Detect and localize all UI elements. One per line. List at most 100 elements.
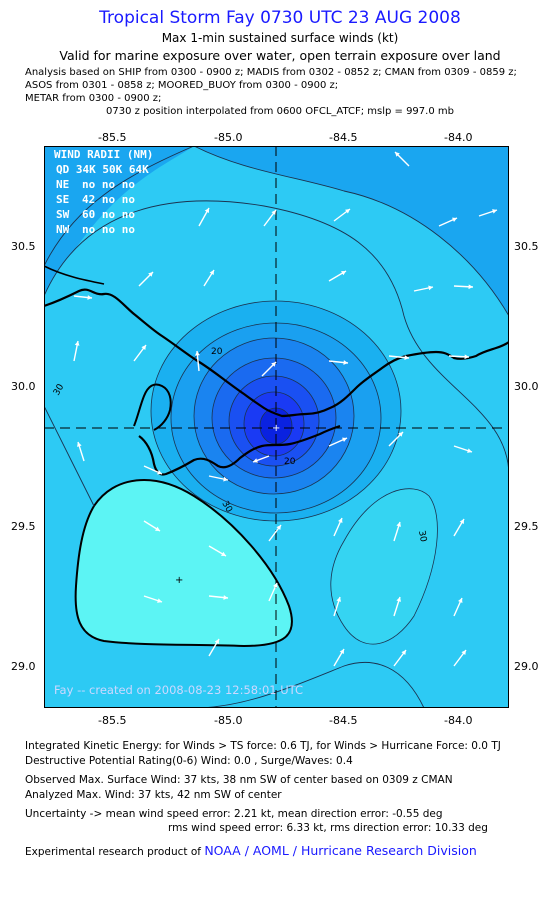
map-title: Tropical Storm Fay 0730 UTC 23 AUG 2008 [99,8,461,28]
calm-wind-region [74,479,293,648]
contour-nw [44,146,195,267]
wind-radii-columns: QD 34K 50K 64K [56,163,149,176]
calm-center-marker: + [175,575,183,586]
wind-radii-table: WIND RADII (NM) QD 34K 50K 64K NE no no … [54,148,153,236]
wind-vector-arrowhead [342,437,347,442]
lon-tick-top-2: -85.0 [214,131,243,144]
product-credit: Experimental research product of NOAA / … [25,843,477,858]
wind-vector-arrowhead [461,650,466,655]
wind-vector-arrowhead [204,208,209,213]
wind-vector-arrowhead [77,442,82,447]
validity-note: Valid for marine exposure over water, op… [59,48,501,63]
wind-radii-row-values: no no no [82,223,135,236]
wind-vector-arrowhead [428,285,433,291]
wind-vector-arrowhead [214,639,219,644]
wind-vector-arrowhead [336,597,341,602]
wind-vector-arrowhead [459,519,464,524]
position-note: 0730 z position interpolated from 0600 O… [106,106,454,117]
dpr-line: Destructive Potential Rating(0-6) Wind: … [25,755,353,767]
se-wind-region [330,488,438,645]
wind-vector-arrowhead [271,362,276,367]
lon-tick-top-4: -84.0 [444,131,473,144]
lat-tick-left-3: 29.5 [11,520,36,533]
wind-vector-arrowhead [339,649,344,654]
wind-vector-arrowhead [273,583,278,588]
lon-tick-bottom-3: -84.5 [329,714,358,727]
wind-vector-layer [73,151,498,667]
wind-vector-arrowhead [464,354,469,360]
analysis-line-1: Analysis based on SHIP from 0300 - 0900 … [25,67,517,78]
wind-vector-arrowhead [209,270,214,275]
analysis-line-2: ASOS from 0301 - 0858 z; MOORED_BUOY fro… [25,80,339,91]
wind-vector-arrowhead [155,526,160,531]
lat-tick-right-3: 29.5 [514,520,539,533]
lon-tick-bottom-1: -85.5 [98,714,127,727]
lat-tick-left-4: 29.0 [11,660,36,673]
wind-vector-arrowhead [141,345,146,350]
wind-vector-arrowhead [458,598,463,603]
lat-tick-right-4: 29.0 [514,660,539,673]
map-credit: Fay -- created on 2008-08-23 12:58:01 UT… [54,683,303,697]
wind-vector-arrowhead [343,360,348,365]
wind-vector-arrowhead [271,210,276,215]
map-subtitle: Max 1-min sustained surface winds (kt) [161,31,399,45]
wind-vector-arrowhead [253,458,258,463]
wind-vector-arrowhead [157,470,162,475]
ike-line: Integrated Kinetic Energy: for Winds > T… [25,740,501,752]
contour-label: 20 [211,347,223,357]
wind-vector-arrowhead [87,295,92,300]
lat-tick-left-1: 30.5 [11,240,36,253]
wind-vector-arrowhead [223,595,228,600]
uncertainty-line-1: Uncertainty -> mean wind speed error: 2.… [25,808,443,820]
analysis-line-3: METAR from 0300 - 0900 z; [25,93,162,104]
contour-ne [193,146,509,317]
lat-tick-right-1: 30.5 [514,240,539,253]
wind-field-map: + + 20 30 20 30 30 WIND RADII (NM) QD 34… [44,146,509,708]
wind-vector-arrowhead [195,351,200,356]
wind-vector-arrowhead [157,598,162,603]
bay-outline [133,383,172,431]
wind-radii-row-label: NE [56,178,69,191]
wind-vector-arrowhead [276,525,281,530]
uncertainty-line-2: rms wind speed error: 6.33 kt, rms direc… [168,822,488,834]
nw-wind-region [44,146,194,296]
lon-tick-bottom-4: -84.0 [444,714,473,727]
product-prefix: Experimental research product of [25,846,201,858]
contour-label: 30 [416,530,428,543]
hrd-link[interactable]: NOAA / AOML / Hurricane Research Divisio… [204,843,477,858]
observed-max-line: Observed Max. Surface Wind: 37 kts, 38 n… [25,774,453,786]
contour-west [44,405,95,507]
wind-radii-row-values: 60 no no [82,208,135,221]
wind-vector-arrowhead [148,272,153,277]
wind-vector-arrowhead [452,217,457,222]
wind-vector-arrowhead [396,522,401,527]
wind-vector-arrowhead [74,341,80,346]
wind-vector-arrowhead [395,152,400,157]
wind-vector-arrowhead [467,448,472,453]
storm-center-marker: + [272,423,280,434]
contour-south [193,662,425,708]
wind-radii-row-values: 42 no no [82,193,135,206]
analyzed-max-line: Analyzed Max. Wind: 37 kts, 42 nm SW of … [25,789,282,801]
ne-wind-region [194,146,509,316]
wind-vector-arrowhead [221,551,226,556]
wind-field-svg: + + 20 30 20 30 30 WIND RADII (NM) QD 34… [44,146,509,708]
lon-tick-bottom-2: -85.0 [214,714,243,727]
map-frame [44,146,509,708]
lon-tick-top-1: -85.5 [98,131,127,144]
lat-tick-right-2: 30.0 [514,380,539,393]
contour-label: 20 [284,457,296,467]
wind-vector-arrowhead [223,476,228,482]
lon-tick-top-3: -84.5 [329,131,358,144]
lat-tick-left-2: 30.0 [11,380,36,393]
wind-vector-arrowhead [401,650,406,655]
wind-radii-header: WIND RADII (NM) [54,148,153,161]
coastline [44,288,509,418]
wind-radii-row-values: no no no [82,178,135,191]
wind-vector-arrowhead [396,597,401,602]
wind-vector-arrowhead [341,271,346,276]
wind-vector-arrowhead [338,518,343,523]
wind-vector-arrowhead [468,284,473,290]
wind-vector-arrowhead [404,355,409,360]
wind-radii-row-label: NW [56,223,70,236]
